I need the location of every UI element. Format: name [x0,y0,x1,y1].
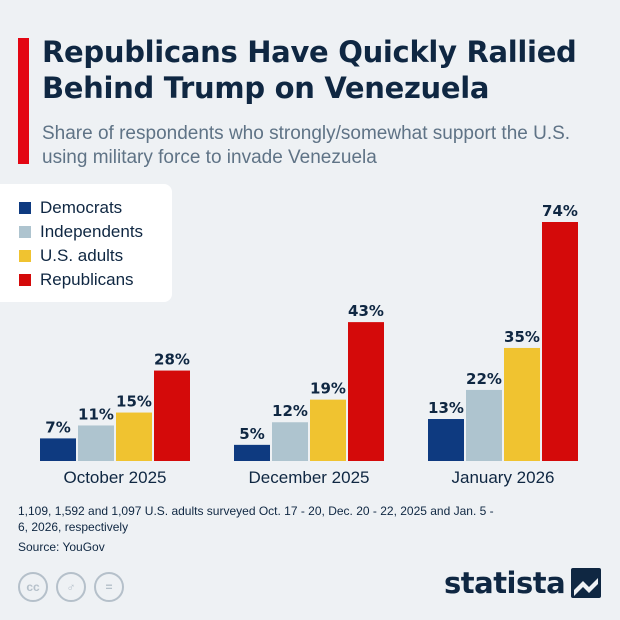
bar-republicans-october-2025 [154,370,190,461]
bar-democrats-october-2025 [40,438,76,461]
cc-icon[interactable]: cc [18,572,48,602]
statista-mark-icon [571,568,602,598]
statista-logo[interactable]: statista [444,566,602,600]
legend-label-us-adults: U.S. adults [40,246,124,265]
legend-item-us-adults: U.S. adults [19,246,124,265]
bar-independents-january-2026 [466,389,502,461]
category-label-december-2025: December 2025 [249,468,370,487]
bar-u-s-adults-january-2026 [504,347,540,461]
data-label-independents-october-2025: 11% [78,405,114,423]
data-label-republicans-december-2025: 43% [348,302,384,320]
category-label-october-2025: October 2025 [63,468,166,487]
legend-label-republicans: Republicans [40,270,134,289]
source-text: Source: YouGov [18,540,105,554]
data-label-u-s-adults-january-2026: 35% [504,328,540,346]
legend: Democrats Independents U.S. adults Repub… [0,184,172,302]
legend-swatch-independents [19,226,31,238]
legend-item-democrats: Democrats [19,198,123,217]
data-label-democrats-december-2025: 5% [239,425,264,443]
person-icon[interactable]: ♂ [56,572,86,602]
legend-label-democrats: Democrats [40,198,123,217]
legend-item-independents: Independents [19,222,144,241]
data-label-republicans-january-2026: 74% [542,202,578,220]
bar-u-s-adults-december-2025 [310,399,346,461]
bar-independents-december-2025 [272,422,308,461]
legend-item-republicans: Republicans [19,270,134,289]
bar-democrats-december-2025 [234,444,270,461]
title-accent-bar [18,38,29,164]
bar-independents-october-2025 [78,425,114,461]
legend-swatch-us-adults [19,250,31,262]
chart-title: Republicans Have Quickly Rallied Behind … [42,35,577,105]
legend-swatch-democrats [19,202,31,214]
survey-note: 1,109, 1,592 and 1,097 U.S. adults surve… [18,504,494,534]
bar-u-s-adults-october-2025 [116,412,152,461]
equals-icon[interactable]: = [94,572,124,602]
data-label-republicans-october-2025: 28% [154,351,190,369]
data-label-u-s-adults-december-2025: 19% [310,380,346,398]
data-label-u-s-adults-october-2025: 15% [116,393,152,411]
bar-republicans-december-2025 [348,322,384,461]
bar-republicans-january-2026 [542,222,578,461]
legend-label-independents: Independents [40,222,144,241]
category-label-january-2026: January 2026 [451,468,554,487]
data-label-democrats-october-2025: 7% [45,418,70,436]
data-label-independents-december-2025: 12% [272,402,308,420]
license-icons: cc ♂ = [18,572,124,602]
legend-swatch-republicans [19,274,31,286]
bar-democrats-january-2026 [428,419,464,461]
data-label-democrats-january-2026: 13% [428,399,464,417]
brand-name: statista [444,566,566,600]
data-label-independents-january-2026: 22% [466,370,502,388]
chart-subtitle: Share of respondents who strongly/somewh… [42,123,571,168]
